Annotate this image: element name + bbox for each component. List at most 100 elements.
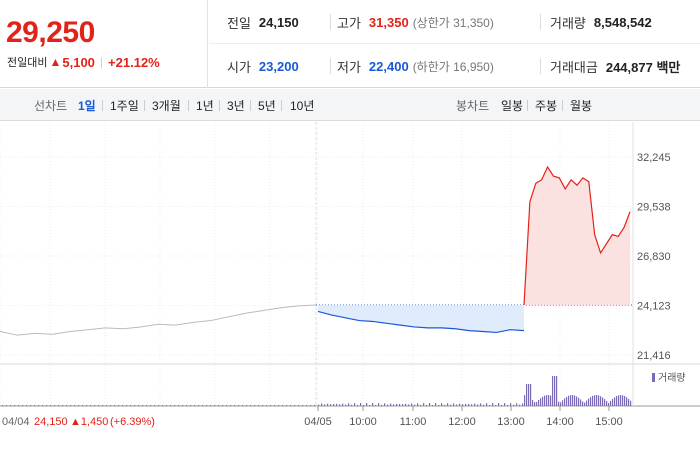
x-tick-label: 14:00 [546, 416, 574, 428]
tab-separator [188, 100, 189, 111]
tab-3m[interactable]: 3개월 [152, 99, 181, 113]
series-area-up [524, 166, 630, 306]
volume-bar [538, 399, 540, 406]
volume-bar [363, 404, 365, 406]
volume-bar [166, 405, 168, 406]
volume-bar [154, 405, 156, 406]
tab-daily-candle[interactable]: 일봉 [501, 99, 524, 113]
volume-bar [258, 405, 260, 406]
stat-open: 시가 23,200 [227, 58, 299, 75]
volume-bar [270, 405, 272, 406]
tab-1d[interactable]: 1일 [78, 99, 96, 113]
volume-bar [266, 405, 268, 406]
x-tick-label: 12:00 [448, 416, 476, 428]
volume-bar [608, 402, 610, 406]
volume-bar [516, 403, 518, 406]
y-tick-label: 26,830 [637, 251, 671, 263]
y-tick-label: 24,123 [637, 301, 671, 313]
x-tick-label: 04/05 [304, 416, 332, 428]
stat-low: 저가 22,400 (하한가 16,950) [337, 58, 494, 75]
price-chart[interactable]: 04/05 10:00 11:00 12:00 13:00 14:00 15:00 32,24… [0, 122, 700, 450]
stats-row-2: 시가 23,200 저가 22,400 (하한가 16,950) 거래대금 24… [209, 44, 700, 88]
price-box: 29,250 전일대비 ▲ 5,100 | +21.12% [0, 0, 208, 88]
volume-bar [405, 403, 407, 406]
volume-bar [74, 405, 76, 406]
volume-bar [492, 403, 494, 406]
volume-bar [504, 403, 506, 406]
volume-bar [592, 395, 594, 406]
volume-bar [106, 405, 108, 406]
volume-bar [420, 404, 422, 406]
volume-bar [126, 405, 128, 406]
volume-bar [441, 403, 443, 406]
volume-bar [194, 405, 196, 406]
volume-bar [336, 403, 338, 406]
chart-svg: 04/05 10:00 11:00 12:00 13:00 14:00 15:00 32,24… [0, 122, 700, 428]
volume-bar [190, 405, 192, 406]
volume-bar [556, 376, 558, 406]
volume-bar [510, 403, 512, 406]
volume-bar [34, 405, 36, 406]
volume-bar [562, 400, 564, 406]
volume-bar [602, 397, 604, 406]
volume-bar [290, 405, 292, 406]
volume-bar [90, 405, 92, 406]
volume-bar [630, 400, 632, 406]
change-label: 전일대비 [7, 57, 48, 69]
volume-bar [375, 404, 377, 406]
volume-bar [162, 405, 164, 406]
volume-bar [498, 403, 500, 406]
volume-bar [294, 405, 296, 406]
volume-bar [86, 405, 88, 406]
tab-5y[interactable]: 5년 [258, 99, 276, 113]
volume-bar [369, 404, 371, 406]
volume-bar [218, 405, 220, 406]
volume-bar [324, 404, 326, 406]
tab-monthly-candle[interactable]: 월봉 [570, 99, 593, 113]
tab-1y[interactable]: 1년 [196, 99, 214, 113]
volume-bar [554, 376, 556, 406]
volume-bar [423, 403, 425, 406]
volume-bar [513, 404, 515, 406]
series-line-down [317, 310, 525, 334]
volume-bar [620, 395, 622, 406]
change-percent: +21.12% [108, 54, 160, 70]
change-separator: | [99, 55, 104, 69]
tab-3y[interactable]: 3년 [227, 99, 245, 113]
volume-bar [178, 405, 180, 406]
tab-separator [562, 100, 563, 111]
volume-bar [426, 404, 428, 406]
volume-bar [432, 404, 434, 406]
line-chart-label: 선차트 [34, 99, 68, 113]
volume-bar [486, 403, 488, 406]
volume-bar [564, 398, 566, 406]
tab-weekly-candle[interactable]: 주봉 [535, 99, 558, 113]
volume-bar [327, 403, 329, 406]
volume-bar [234, 405, 236, 406]
volume-bar [530, 384, 532, 406]
volume-bar [480, 403, 482, 406]
volume-bar [456, 404, 458, 406]
volume-bar [342, 403, 344, 406]
volume-bar [50, 405, 52, 406]
volume-bar [210, 405, 212, 406]
volume-bar [70, 405, 72, 406]
volume-bar [408, 404, 410, 406]
volume-bar [560, 402, 562, 406]
volume-bar [582, 401, 584, 406]
volume-bar [110, 405, 112, 406]
volume-bar [471, 404, 473, 406]
chart-marks [0, 165, 633, 406]
volume-bar [558, 401, 560, 406]
volume-bar [465, 403, 467, 406]
tab-10y[interactable]: 10년 [290, 99, 315, 113]
candle-chart-label: 봉차트 [456, 99, 490, 113]
volume-bar [202, 405, 204, 406]
tab-1w[interactable]: 1주일 [110, 99, 139, 113]
volume-bar [138, 405, 140, 406]
stat-volume: 거래량 8,548,542 [550, 14, 652, 31]
volume-bar [616, 396, 618, 406]
volume-bar [378, 403, 380, 406]
stats-grid: 전일 24,150 고가 31,350 (상한가 31,350) 거래량 8,5… [209, 0, 700, 88]
divider [330, 14, 331, 30]
